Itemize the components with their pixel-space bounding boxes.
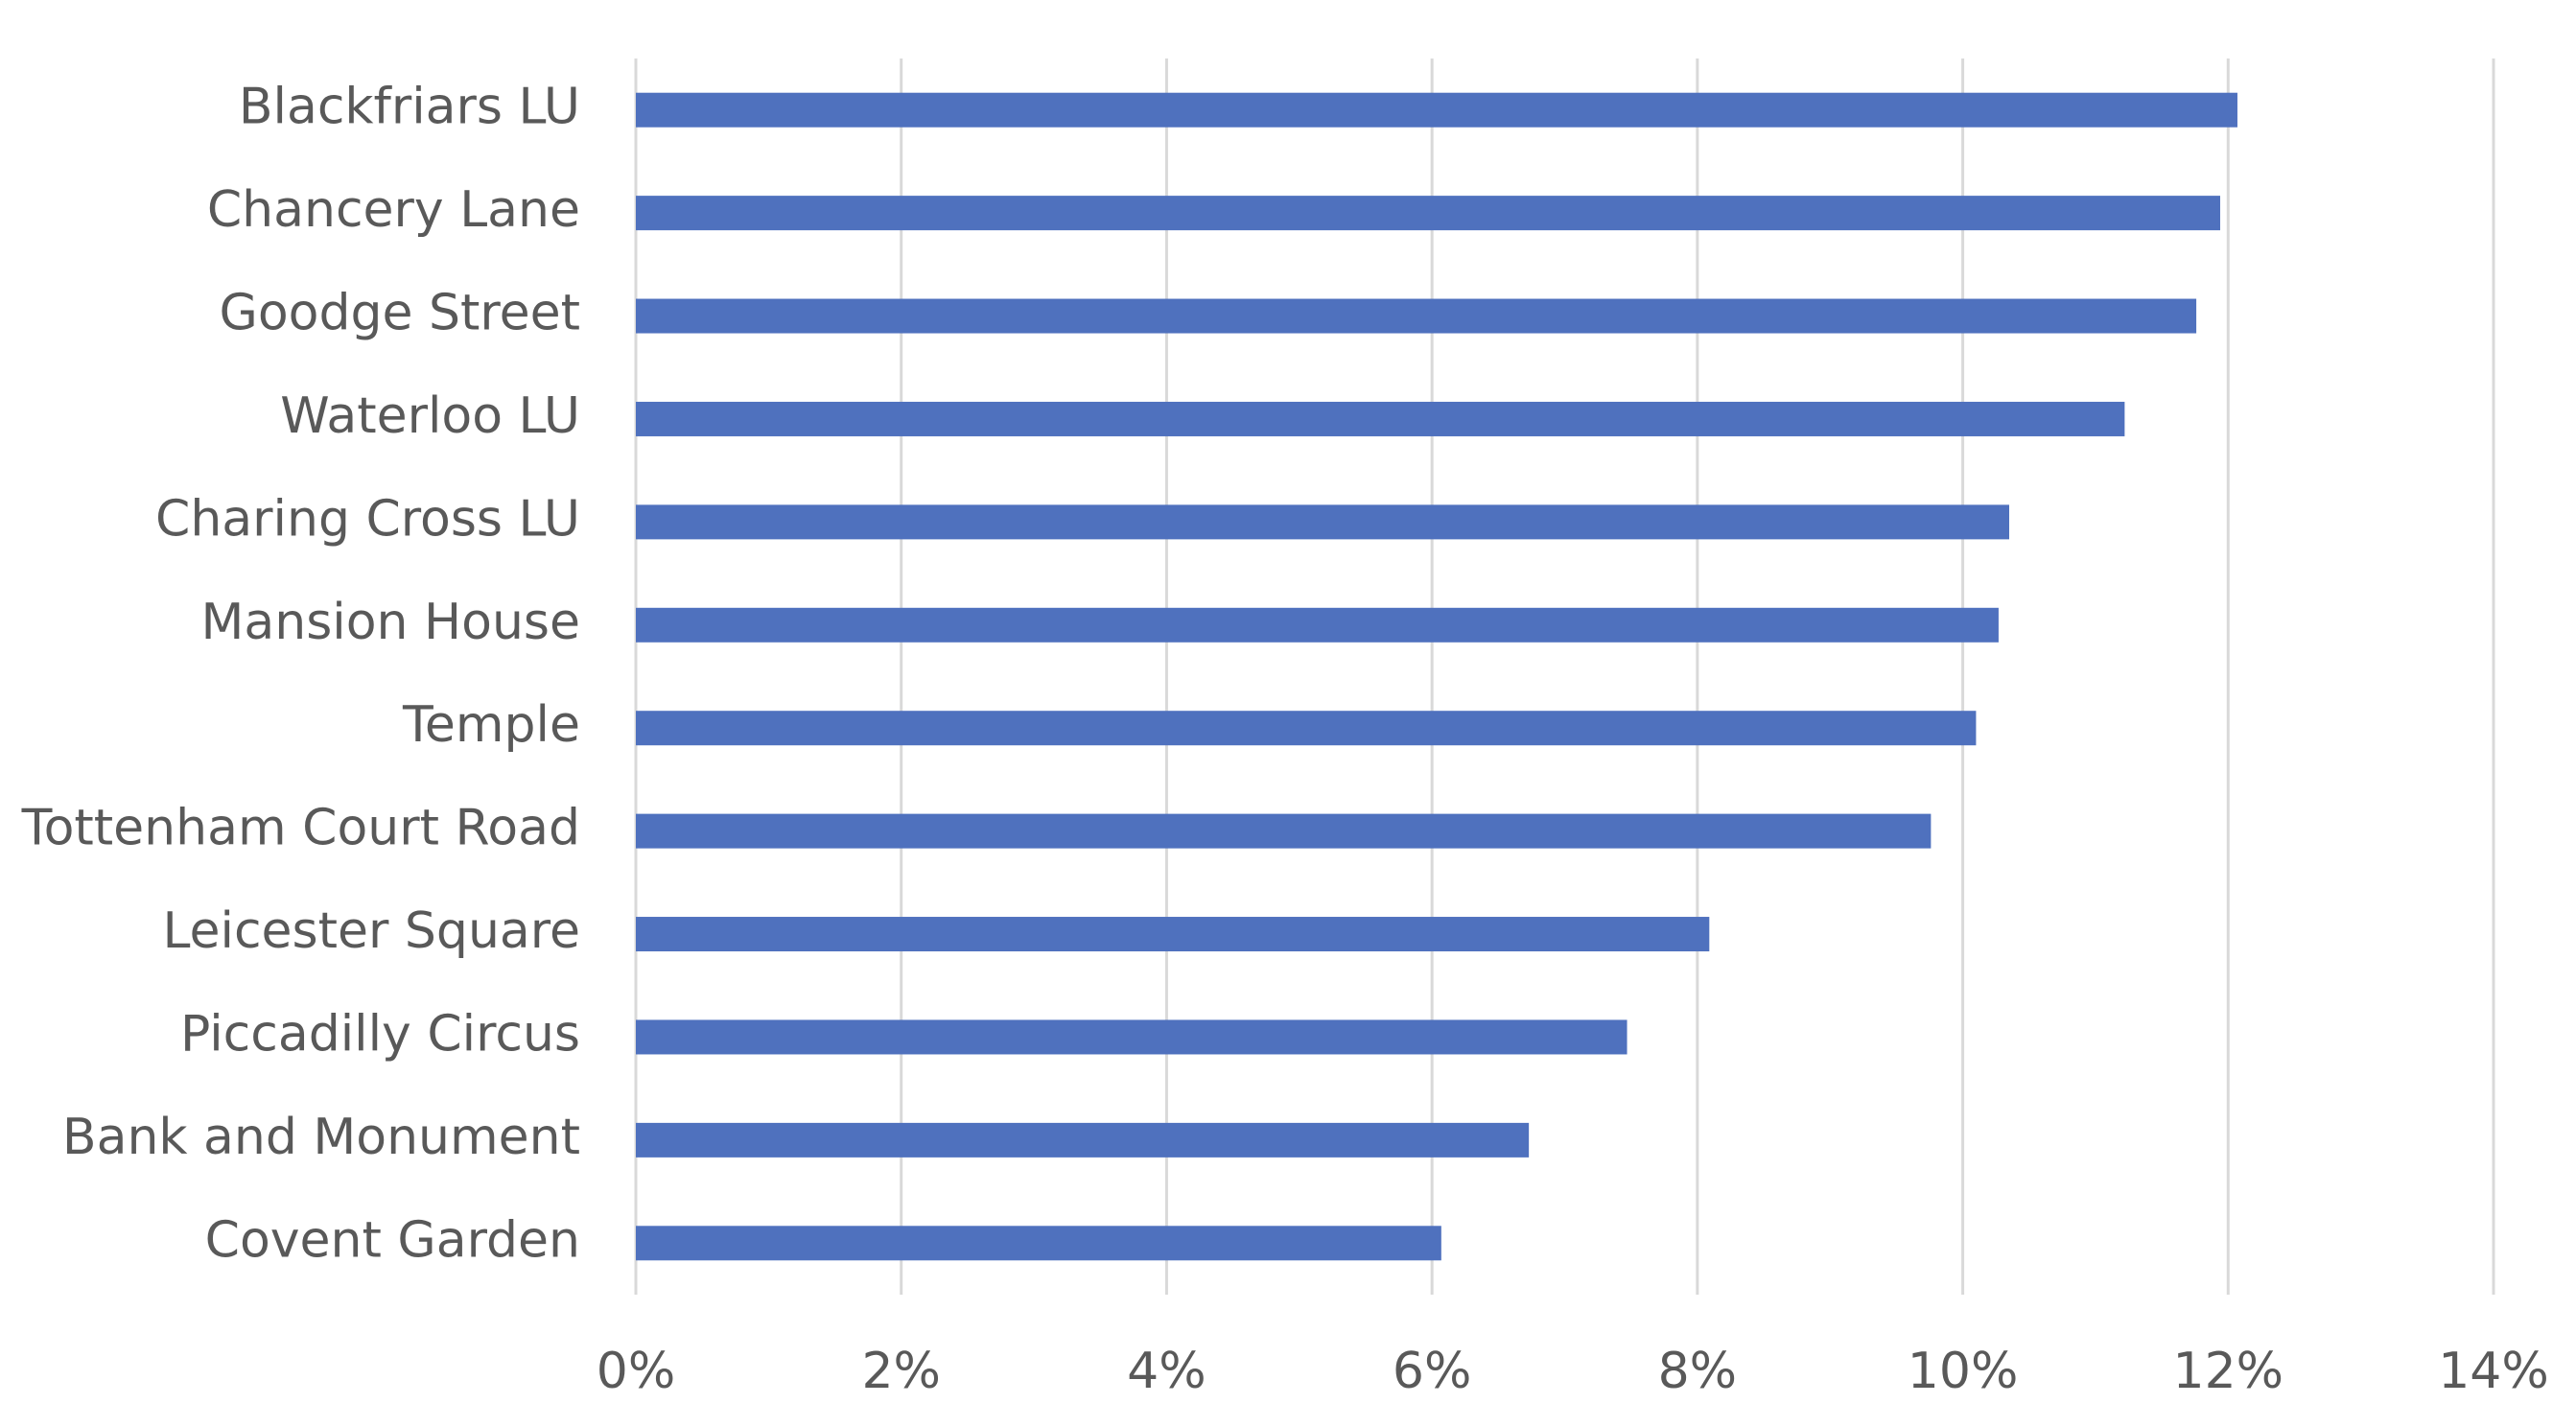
x-tick-label: 0%	[597, 1343, 676, 1400]
bar	[636, 1122, 1530, 1158]
x-tick-label: 4%	[1127, 1343, 1206, 1400]
x-tick-label: 8%	[1658, 1343, 1738, 1400]
bar	[636, 711, 1977, 746]
bar	[636, 917, 1710, 952]
y-tick-label: Mansion House	[201, 594, 580, 651]
y-tick-label: Bank and Monument	[62, 1109, 580, 1166]
y-tick-label: Temple	[402, 696, 580, 754]
x-tick-label: 12%	[2172, 1343, 2283, 1400]
y-tick-label: Leicester Square	[162, 902, 580, 960]
bar	[636, 504, 2009, 540]
x-tick-label: 2%	[861, 1343, 941, 1400]
bar	[636, 607, 1999, 643]
bar	[636, 92, 2237, 128]
x-tick-label: 14%	[2438, 1343, 2549, 1400]
y-tick-label: Covent Garden	[205, 1211, 580, 1269]
x-tick-label: 10%	[1908, 1343, 2019, 1400]
y-tick-label: Charing Cross LU	[155, 490, 580, 548]
bar	[636, 298, 2197, 334]
y-tick-label: Waterloo LU	[280, 387, 580, 445]
y-tick-label: Goodge Street	[220, 285, 580, 342]
y-tick-label: Piccadilly Circus	[180, 1005, 580, 1063]
y-tick-label: Tottenham Court Road	[21, 800, 580, 857]
bar	[636, 196, 2220, 231]
bar	[636, 401, 2125, 436]
bar	[636, 1019, 1628, 1055]
bar	[636, 1226, 1441, 1261]
bar	[636, 813, 1932, 849]
x-tick-label: 6%	[1393, 1343, 1472, 1400]
y-tick-label: Chancery Lane	[207, 181, 580, 239]
y-tick-label: Blackfriars LU	[239, 79, 580, 136]
